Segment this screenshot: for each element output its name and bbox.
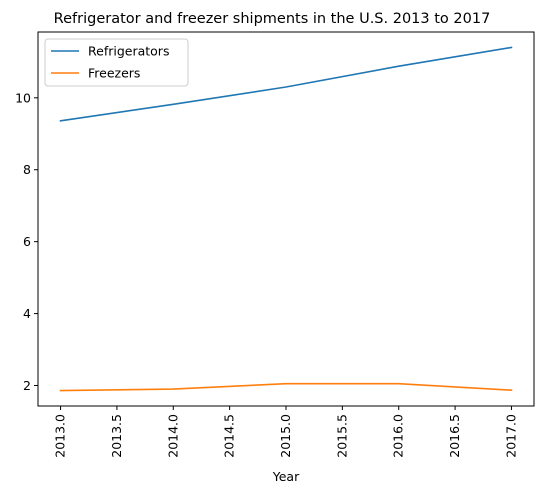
legend-box [44,38,189,87]
x-tick-label: 2015.0 [278,414,293,458]
y-tick-label: 6 [23,234,31,249]
x-tick-label: 2014.5 [222,414,237,458]
legend: Refrigerators Freezers [44,38,189,87]
y-tick-label: 8 [23,162,31,177]
x-tick-label: 2013.0 [53,414,68,458]
chart-title: Refrigerator and freezer shipments in th… [54,11,491,27]
legend-label-1: Freezers [88,66,140,81]
y-tick-label: 10 [15,90,31,105]
legend-label-0: Refrigerators [88,44,169,59]
x-tick-label: 2014.0 [165,414,180,458]
x-tick-label: 2016.0 [391,414,406,458]
x-tick-label: 2016.5 [447,414,462,458]
x-tick-label: 2013.5 [109,414,124,458]
y-tick-label: 4 [23,306,31,321]
y-tick-label: 2 [23,378,31,393]
x-axis-label: Year [272,469,300,484]
x-tick-label: 2015.5 [334,414,349,458]
plot-frame [37,31,535,407]
series-line-1 [59,382,513,392]
x-tick-label: 2017.0 [503,414,518,458]
